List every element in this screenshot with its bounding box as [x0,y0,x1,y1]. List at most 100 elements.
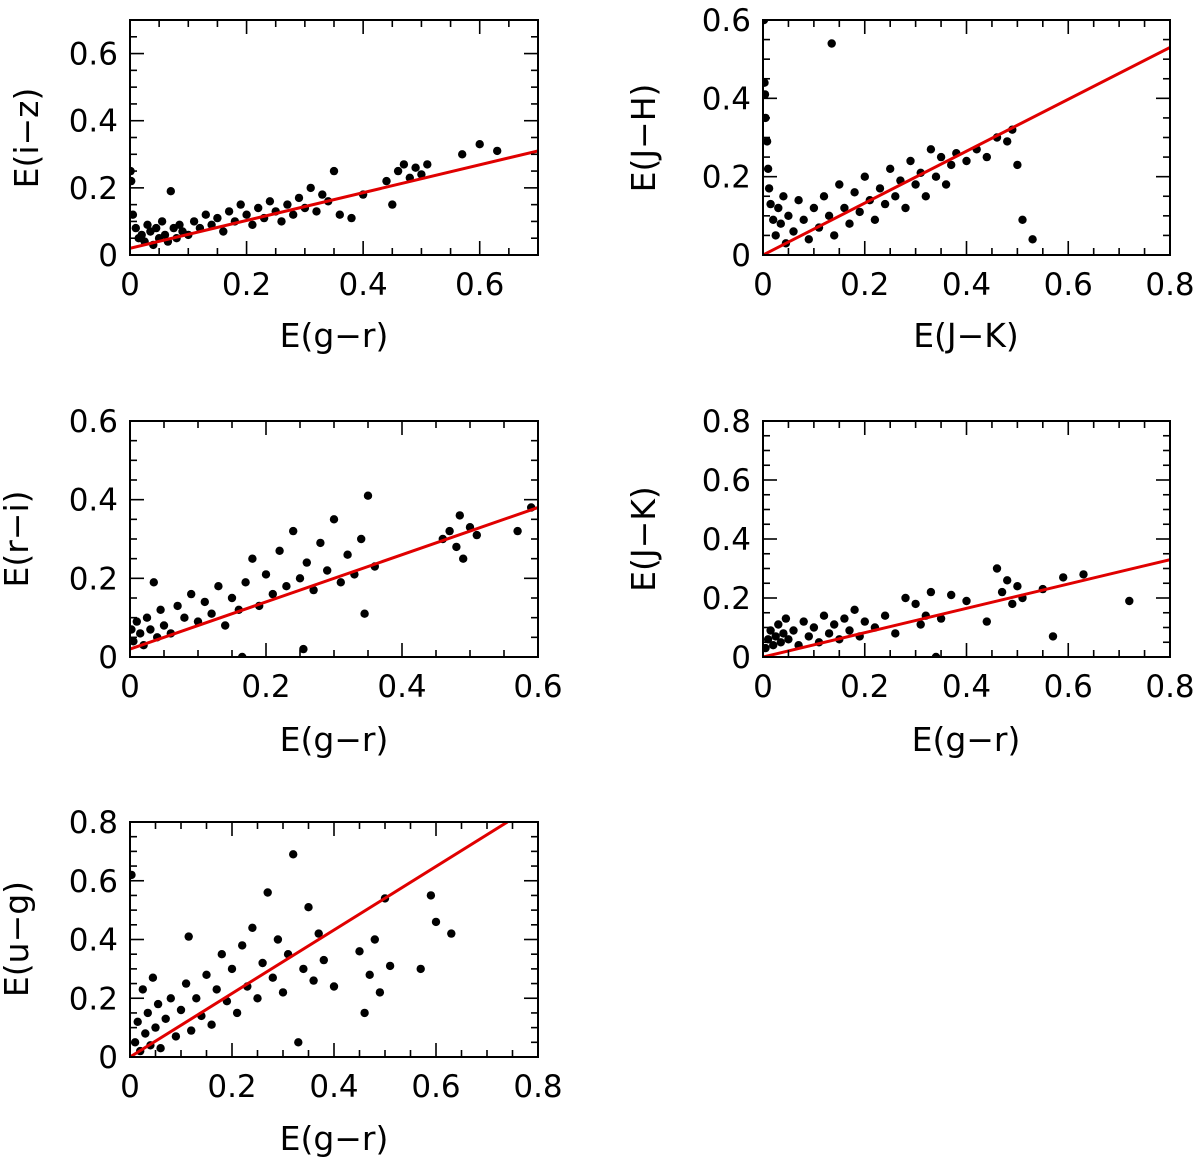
data-point [151,1023,160,1032]
data-point [819,611,829,620]
y-tick-label: 0 [98,238,118,274]
xlabel: E(g−r) [280,1119,389,1158]
data-point [385,961,395,971]
data-point [302,558,311,567]
x-tick-label: 0.2 [840,267,889,303]
data-point [187,1026,196,1035]
data-point [248,554,257,563]
data-point [294,193,304,203]
data-point [278,988,288,997]
data-point [370,935,379,944]
data-point [141,1029,150,1038]
data-point [766,626,775,635]
data-point [263,888,272,897]
data-point [323,566,332,575]
data-point [850,605,859,614]
y-tick-label: 0.2 [69,981,118,1017]
data-point [493,146,502,156]
data-point [282,582,291,591]
data-point [318,190,327,199]
data-point [142,613,152,622]
y-tick-label: 0.6 [702,463,751,499]
fit-line [130,822,509,1057]
data-point [840,203,849,213]
data-point [217,950,226,959]
data-point [789,626,798,635]
data-point [962,596,971,606]
data-point [1003,137,1012,146]
data-point [175,220,184,229]
data-point [343,550,352,559]
x-tick-label: 0.4 [338,267,387,303]
data-point [355,947,364,956]
data-point [921,192,930,201]
data-point [336,578,345,587]
data-point [289,526,298,536]
data-point [207,609,216,618]
data-point [947,590,956,600]
data-point [212,985,221,994]
data-point [357,534,366,544]
x-tick-label: 0.4 [942,267,991,303]
data-point [202,970,211,979]
data-point [411,163,420,172]
data-point [936,152,946,162]
data-point [997,587,1007,597]
data-point [309,976,318,985]
data-point [207,1020,216,1029]
data-point [248,220,257,229]
data-point [880,611,890,620]
data-point [901,203,910,213]
data-point [1003,576,1012,585]
data-point [880,199,890,209]
data-point [399,160,409,169]
data-point [312,207,321,216]
x-tick-label: 0.4 [942,669,991,705]
data-point [769,641,778,650]
data-point [472,530,481,540]
data-point [992,564,1002,573]
data-point [860,172,869,181]
y-tick-label: 0.2 [69,561,118,597]
data-point [152,223,161,233]
data-point [774,203,783,213]
xlabel: E(g−r) [280,720,389,759]
data-point [763,137,772,146]
y-tick-label: 0 [731,640,751,676]
data-point [891,629,900,638]
data-point [936,614,946,623]
data-point [347,213,356,223]
x-tick-label: 0.4 [377,669,426,705]
data-point [133,1017,142,1026]
data-point [241,578,250,587]
y-tick-label: 0.4 [702,81,751,117]
data-point [475,140,484,149]
data-point [845,219,854,228]
data-point [329,982,339,991]
data-point [426,891,436,900]
data-point [131,223,140,233]
data-point [187,589,196,599]
y-tick-label: 0.4 [69,483,118,519]
data-point [835,180,844,189]
data-point [265,197,275,206]
data-point [156,605,165,614]
data-point [1013,160,1022,170]
data-point [845,626,854,635]
panel-ejk-vs-egr: E(g−r) E(J−K) 0 0.2 0.4 0.6 0.8 0 0.2 0.4 0.6 0.8 [624,404,1195,759]
xlabel: E(J−K) [913,316,1019,355]
x-tick-label: 0.2 [207,1069,256,1105]
xlabel: E(g−r) [912,720,1021,759]
data-point [804,235,813,244]
data-point [295,574,305,583]
data-point [1008,599,1017,609]
data-point [763,20,769,25]
data-point [799,617,808,626]
data-point [763,78,769,87]
data-point [132,617,141,626]
data-point [891,192,900,201]
data-point [809,623,819,632]
data-point [776,219,785,228]
data-point [860,617,869,626]
